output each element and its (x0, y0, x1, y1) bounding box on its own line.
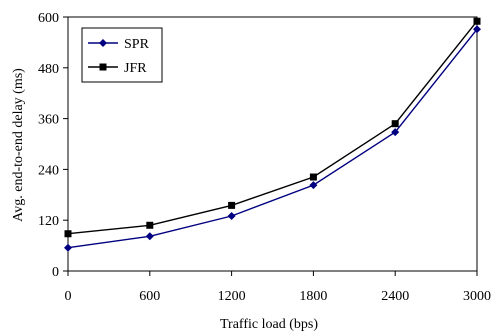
x-tick-label: 1200 (218, 289, 246, 304)
x-tick-label: 0 (65, 289, 72, 304)
y-tick-label: 600 (38, 11, 59, 26)
series-jfr (64, 17, 481, 238)
data-point-jfr (391, 120, 399, 128)
series-spr (64, 25, 481, 252)
series-line-jfr (67, 20, 478, 235)
y-tick-label: 120 (38, 214, 59, 229)
x-tick-label: 2400 (381, 289, 409, 304)
legend-item-spr: SPR (88, 37, 150, 52)
data-point-jfr (309, 173, 317, 181)
legend-box (81, 27, 163, 83)
data-point-spr (473, 25, 481, 34)
data-point-spr (391, 128, 400, 137)
y-tick-label: 240 (38, 163, 59, 178)
y-tick-label: 360 (38, 113, 59, 128)
legend-label-spr: SPR (124, 37, 150, 52)
x-axis: 0 600 1200 1800 2400 3000 (65, 271, 491, 304)
y-tick-label: 0 (52, 265, 59, 280)
y-axis: 0 120 240 360 480 600 (38, 11, 68, 280)
data-point-jfr (146, 221, 154, 229)
plot-border (67, 16, 478, 272)
series-layer (64, 17, 481, 252)
data-point-spr (309, 181, 318, 190)
x-axis-title: Traffic load (bps) (220, 317, 318, 332)
data-point-spr (227, 211, 236, 220)
data-point-spr (64, 243, 72, 252)
series-line-spr (67, 28, 478, 249)
legend-label-jfr: JFR (124, 61, 147, 76)
data-point-jfr (228, 201, 236, 209)
x-tick-label: 1800 (299, 289, 327, 304)
data-point-jfr (64, 230, 72, 238)
x-tick-label: 3000 (463, 289, 491, 304)
legend: SPR JFR (81, 27, 163, 83)
x-tick-label: 600 (139, 289, 160, 304)
y-axis-title: Avg. end-to-end delay (ms) (11, 68, 26, 222)
legend-marker-spr (99, 39, 107, 47)
data-point-spr (145, 232, 154, 241)
legend-marker-jfr (99, 63, 107, 71)
plot-area (67, 16, 478, 272)
y-tick-label: 480 (38, 62, 59, 77)
legend-item-jfr: JFR (88, 61, 147, 76)
data-point-jfr (473, 17, 481, 25)
